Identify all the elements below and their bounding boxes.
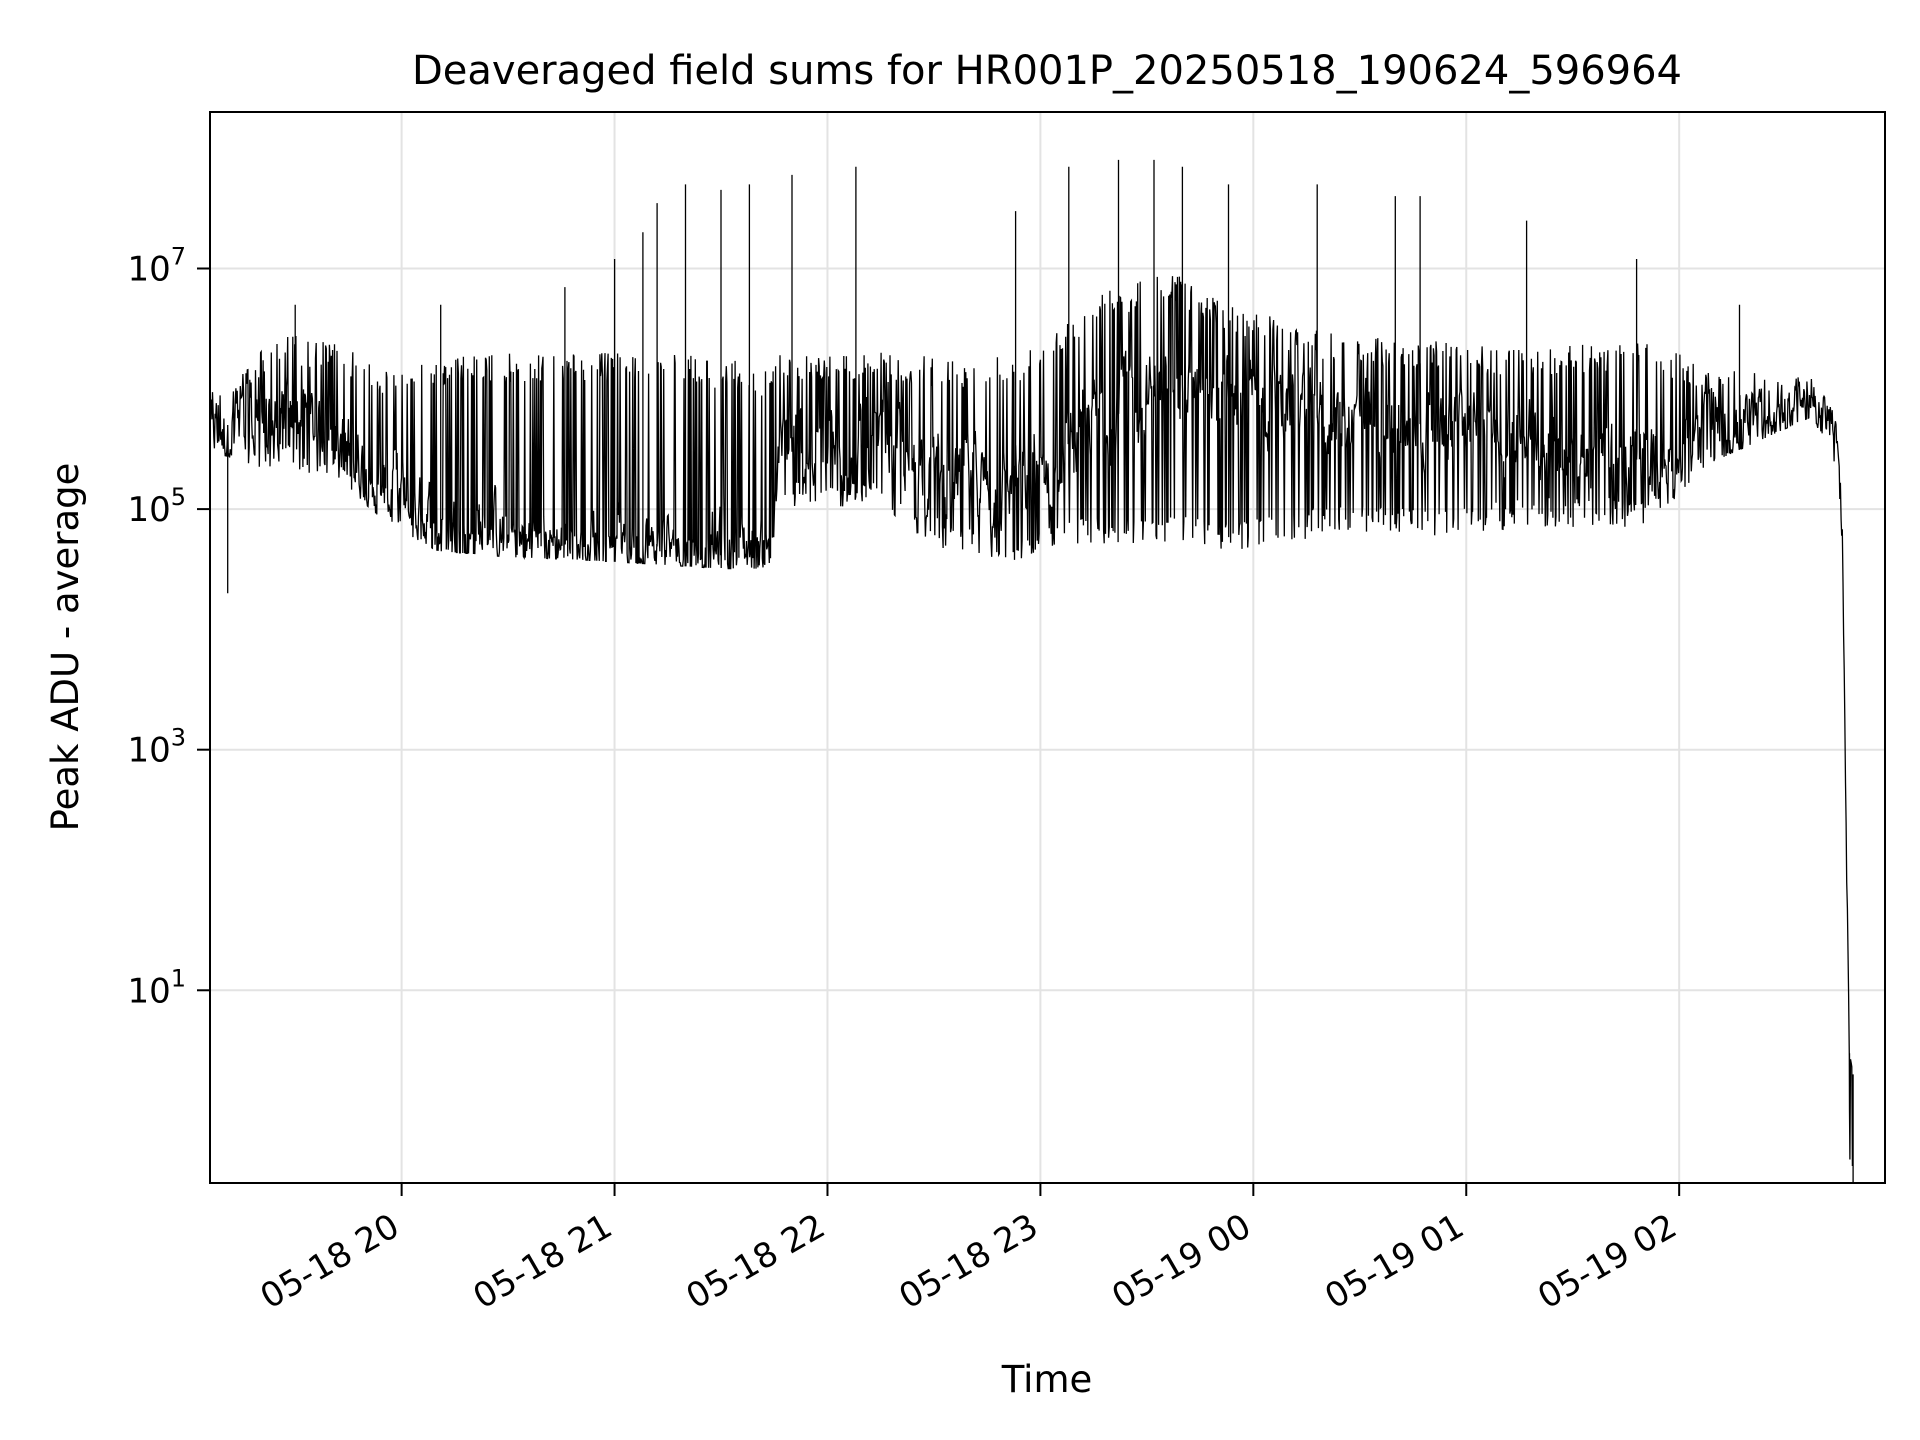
chart-title: Deaveraged field sums for HR001P_2025051… [412,48,1682,94]
y-axis: 101 103 105 107 [127,243,210,1011]
y-tick-label: 103 [127,724,186,771]
grid [210,112,1885,1183]
y-axis-label: Peak ADU - average [44,463,87,832]
plot-area [210,159,1854,1183]
x-axis-label: Time [1001,1358,1093,1401]
plot-frame [209,111,1886,1184]
y-tick-label: 101 [127,964,186,1011]
y-tick-label: 107 [127,243,186,290]
data-line [210,159,1854,1183]
y-tick-label: 105 [127,483,186,530]
